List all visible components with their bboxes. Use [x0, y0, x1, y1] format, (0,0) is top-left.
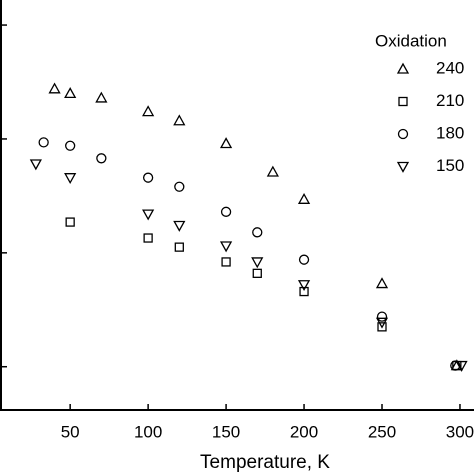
point: [142, 209, 155, 221]
legend-label: 150: [436, 156, 464, 175]
point: [297, 192, 311, 204]
x-tick-label: 50: [61, 422, 80, 441]
x-tick-label: 300: [446, 422, 474, 441]
x-axis-label: Temperature, K: [200, 452, 330, 473]
point: [375, 277, 389, 289]
point: [64, 87, 77, 99]
point: [96, 153, 107, 164]
x-tick-label: 250: [368, 422, 396, 441]
point: [252, 268, 262, 278]
point: [174, 181, 185, 192]
point: [173, 220, 186, 232]
legend-label: 180: [436, 123, 464, 142]
point: [450, 360, 461, 371]
point: [220, 206, 232, 217]
point: [64, 173, 77, 185]
legend-marker: [396, 62, 410, 74]
point: [143, 233, 153, 243]
legend-marker: [398, 96, 408, 107]
point: [299, 286, 309, 297]
legend-label: 240: [436, 58, 464, 77]
x-tick-label: 200: [290, 422, 318, 441]
point: [252, 227, 263, 238]
point: [142, 172, 154, 183]
point: [377, 322, 387, 332]
point: [298, 254, 310, 265]
point: [38, 137, 49, 148]
point: [297, 280, 311, 292]
legend-title: Oxidation: [375, 31, 447, 50]
point: [142, 105, 155, 117]
legend-label: 210: [436, 91, 464, 110]
point: [29, 159, 42, 171]
point: [173, 114, 186, 126]
x-tick-label: 150: [212, 422, 240, 441]
legend-marker: [396, 161, 410, 173]
point: [48, 82, 61, 94]
point: [251, 257, 264, 269]
point: [95, 91, 108, 103]
point: [174, 242, 184, 252]
point: [221, 257, 231, 267]
point: [65, 217, 75, 227]
legend-marker: [397, 128, 409, 140]
point: [266, 165, 279, 177]
point: [375, 317, 389, 329]
point: [65, 140, 76, 151]
point: [219, 137, 233, 149]
point: [376, 311, 388, 322]
x-tick-label: 100: [134, 422, 162, 441]
point: [455, 360, 468, 372]
point: [219, 241, 233, 253]
